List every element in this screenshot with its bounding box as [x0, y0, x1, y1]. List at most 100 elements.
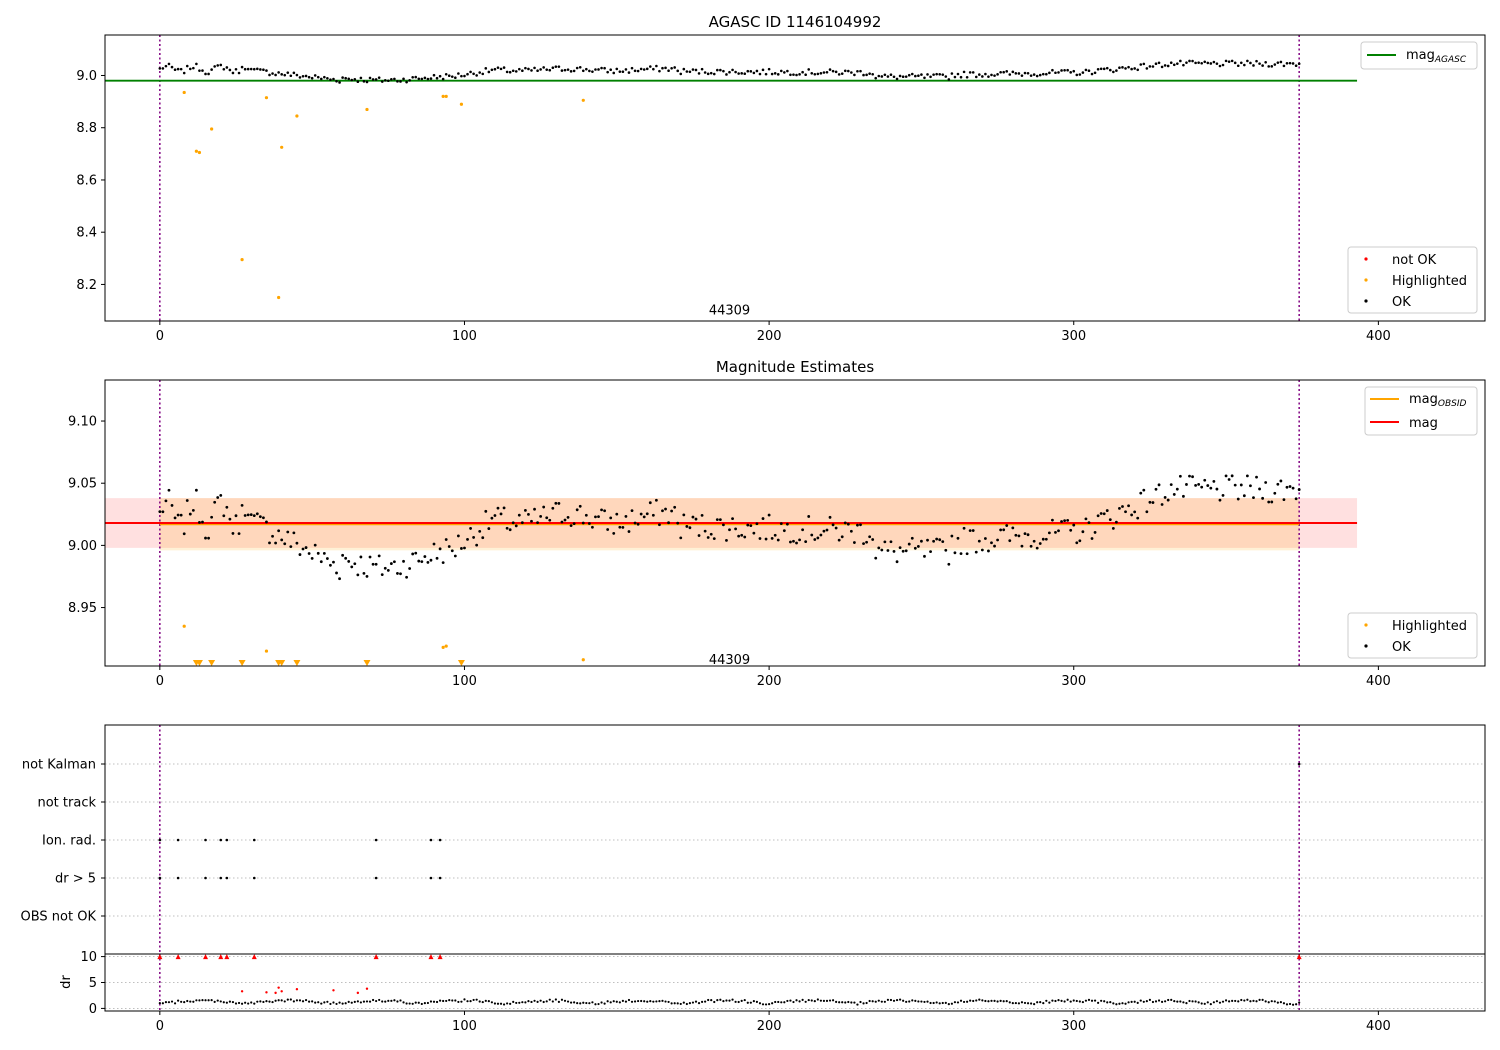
ok-point	[173, 516, 177, 520]
ok-point	[390, 78, 393, 81]
ok-point	[566, 516, 570, 519]
dr-point	[643, 1000, 646, 1003]
dr-point	[524, 1001, 527, 1004]
dr-point	[454, 999, 457, 1002]
flag-point	[438, 838, 442, 842]
dr-point	[1087, 998, 1091, 1001]
dr-point	[1106, 1001, 1109, 1004]
ok-point	[1081, 530, 1085, 534]
highlighted-point	[240, 258, 244, 262]
ok-point	[417, 77, 421, 81]
dr-point	[457, 1000, 460, 1004]
dr-point	[228, 1000, 232, 1003]
dr-point	[253, 1002, 256, 1005]
ok-point	[347, 77, 351, 81]
ok-point	[630, 66, 634, 70]
ok-point	[463, 546, 466, 550]
ok-point	[304, 74, 308, 78]
dr-point	[1100, 999, 1103, 1002]
ok-point	[1212, 480, 1216, 483]
flag-point	[176, 838, 180, 842]
dr-point	[515, 1001, 518, 1005]
dr-point	[177, 999, 180, 1002]
dr-point	[1167, 998, 1170, 1002]
ok-point	[517, 513, 521, 517]
ok-point	[1243, 63, 1246, 67]
obsid-annotation: 44309	[709, 304, 750, 319]
dr-point	[798, 1000, 801, 1003]
ok-point	[268, 73, 271, 77]
ok-point	[904, 549, 908, 553]
x-tick-label: 0	[156, 674, 164, 689]
ok-point	[703, 529, 707, 533]
ok-point	[770, 72, 774, 76]
ok-point	[511, 521, 515, 525]
ok-point	[1102, 67, 1106, 71]
dr-outlier-point	[265, 991, 268, 994]
dr-point	[1057, 999, 1060, 1002]
ok-point	[283, 542, 287, 546]
ok-point	[469, 527, 472, 530]
ok-point	[868, 72, 871, 75]
dr-point	[362, 1000, 366, 1003]
legend-label: OK	[1392, 295, 1411, 310]
dr-point	[777, 1000, 780, 1004]
ok-point	[1084, 517, 1088, 521]
dr-point	[417, 1001, 420, 1004]
dr-point	[828, 999, 832, 1002]
ok-point	[712, 72, 716, 76]
ok-point	[901, 549, 905, 553]
dr-point	[1151, 1000, 1155, 1004]
ok-point	[1230, 474, 1234, 478]
ok-point	[722, 523, 725, 527]
dr-point	[1084, 999, 1088, 1002]
dr-point	[490, 1001, 493, 1004]
dr-outlier-point	[295, 988, 299, 991]
dr-point	[545, 1000, 548, 1003]
ok-point	[271, 72, 274, 75]
ok-point	[999, 70, 1002, 74]
ok-point	[274, 73, 277, 77]
dr-point	[813, 999, 816, 1003]
dr-point	[932, 1001, 935, 1005]
dr-point	[966, 1000, 969, 1003]
dr-outlier-point	[356, 991, 360, 995]
ok-point	[1078, 539, 1082, 543]
ok-point	[837, 538, 841, 542]
ok-point	[658, 523, 661, 527]
ok-point	[658, 69, 661, 73]
ok-point	[1133, 67, 1136, 70]
dr-point	[740, 999, 743, 1002]
ok-point	[588, 69, 591, 73]
ok-point	[840, 72, 844, 75]
ok-point	[426, 560, 430, 564]
dr-point	[180, 1000, 183, 1003]
dr-point	[1157, 999, 1161, 1002]
dr-point	[722, 1000, 725, 1003]
dr-point	[219, 1000, 222, 1003]
ok-point	[353, 562, 357, 566]
y-tick-label: 8.2	[76, 278, 97, 293]
ok-point	[673, 66, 676, 69]
ok-point	[1209, 62, 1213, 65]
highlighted-clipped-marker	[238, 660, 246, 666]
dr-outlier-point	[280, 990, 283, 993]
dr-point	[1093, 999, 1097, 1002]
ok-point	[652, 67, 655, 71]
ok-point	[700, 67, 704, 71]
flag-point	[176, 876, 180, 880]
ok-point	[779, 69, 783, 73]
ok-point	[585, 67, 588, 71]
ok-point	[1175, 487, 1179, 491]
ok-point	[204, 72, 207, 76]
ok-point	[621, 70, 625, 74]
ok-point	[688, 70, 692, 74]
dr-point	[1273, 1000, 1276, 1003]
flag-point	[374, 876, 378, 880]
x-tick-label: 200	[757, 1019, 782, 1034]
dr-point	[972, 999, 975, 1003]
legend-label: not OK	[1392, 253, 1437, 268]
ok-point	[697, 72, 701, 75]
dr-point	[1234, 999, 1237, 1003]
